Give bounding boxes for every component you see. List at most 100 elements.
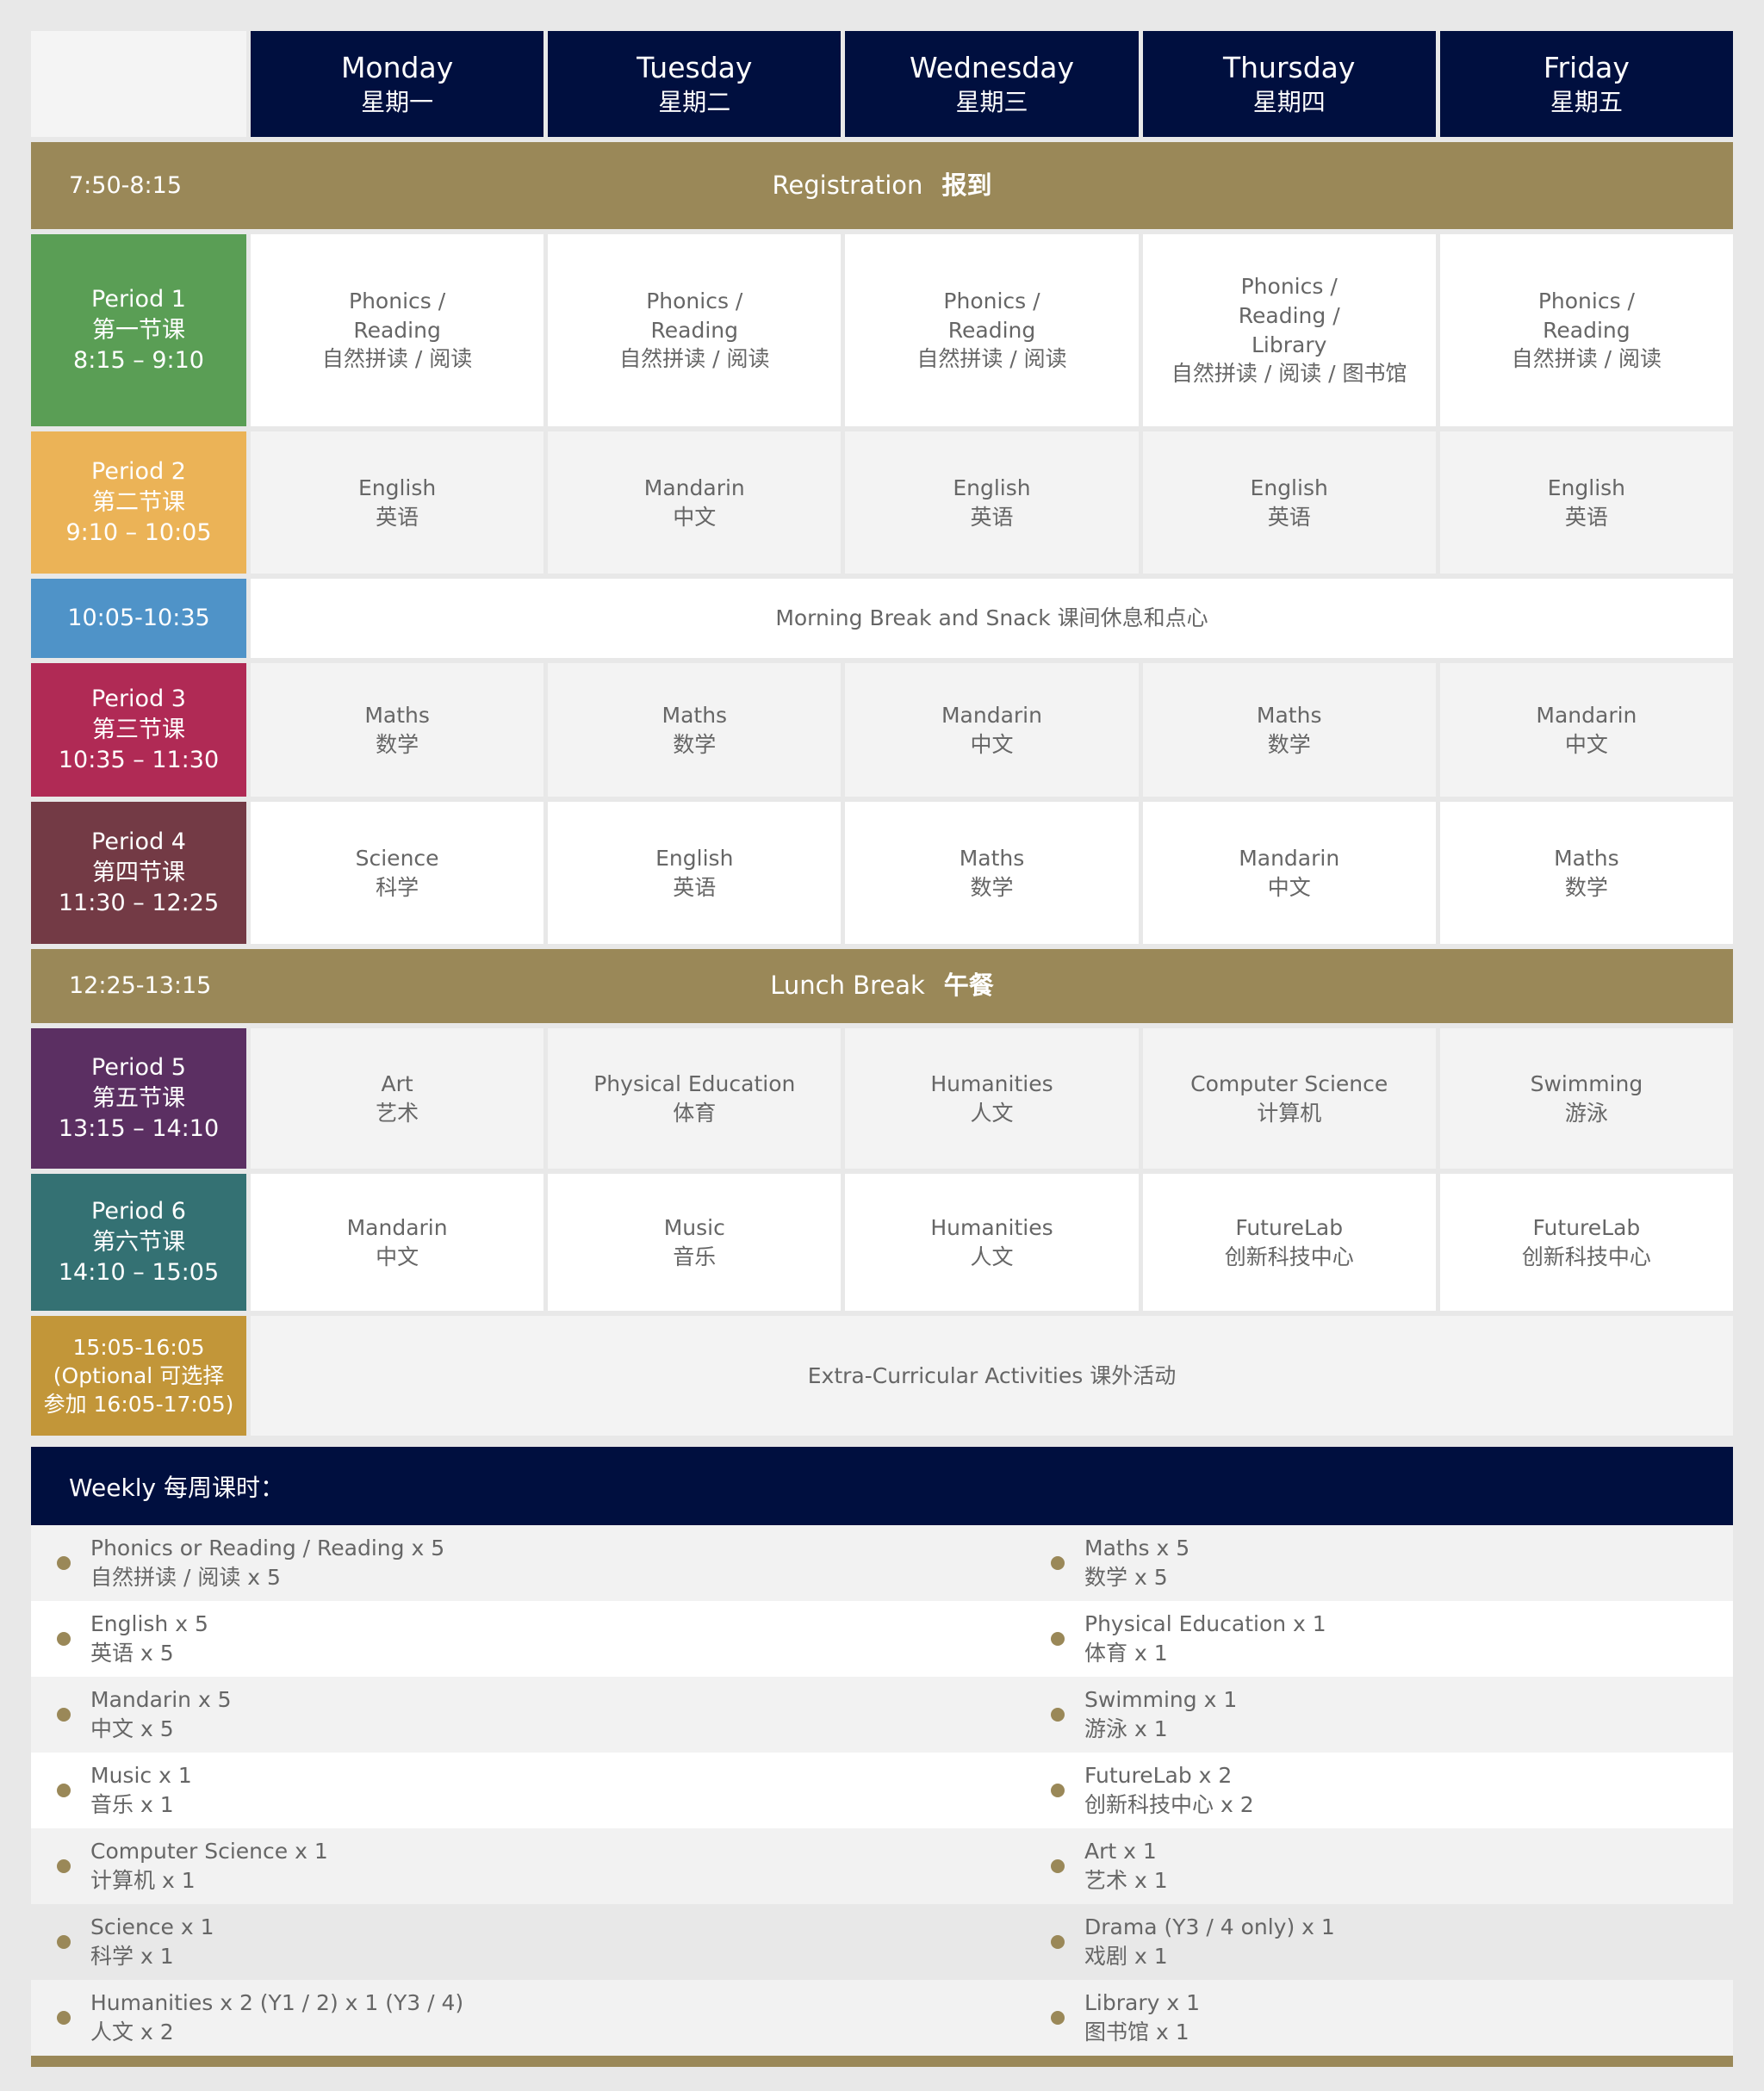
weekly-item-en: Science x 1 — [90, 1914, 214, 1940]
lesson-text: Reading — [947, 317, 1036, 343]
lesson-cell: Humanities 人文 — [845, 1028, 1139, 1169]
lunch-row: 12:25-13:15 Lunch Break 午餐 — [31, 949, 1733, 1023]
day-name: Monday — [340, 50, 454, 84]
lesson-cell: Humanities 人文 — [845, 1174, 1139, 1311]
lesson-cell: Art 艺术 — [251, 1028, 544, 1169]
weekly-item: English x 5 英语 x 5 — [31, 1601, 1037, 1677]
eca-line3: 参加 16:05-17:05) — [43, 1392, 234, 1417]
lesson-text: 英语 — [1564, 504, 1608, 530]
weekly-item-zh: 戏剧 x 1 — [1084, 1944, 1168, 1969]
lesson-text: 体育 — [673, 1100, 717, 1126]
bullet-icon — [57, 1784, 71, 1797]
day-name: Wednesday — [909, 50, 1075, 84]
day-name: Friday — [1543, 50, 1630, 84]
registration-label: Registration 报到 — [773, 169, 992, 202]
bullet-icon — [57, 1632, 71, 1646]
period-name: Period 1 — [91, 286, 186, 313]
period-label: Period 5 第五节课 13:15 – 14:10 — [31, 1028, 246, 1169]
lesson-text: Maths — [1256, 702, 1322, 728]
corner-cell — [31, 31, 246, 137]
weekly-item-en: Drama (Y3 / 4 only) x 1 — [1084, 1914, 1335, 1940]
bullet-icon — [1051, 1632, 1065, 1646]
weekly-row: Phonics or Reading / Reading x 5 自然拼读 / 阅… — [31, 1525, 1733, 1601]
weekly-item-zh: 体育 x 1 — [1084, 1641, 1168, 1666]
lesson-text: 人文 — [970, 1100, 1014, 1126]
lesson-text: English — [953, 475, 1031, 500]
period-name: Period 6 — [91, 1198, 186, 1225]
lesson-text: 艺术 — [376, 1100, 419, 1126]
weekly-item-text: Science x 1 科学 x 1 — [90, 1913, 214, 1971]
lunch-label: Lunch Break 午餐 — [770, 969, 994, 1002]
lesson-text: Phonics / — [349, 288, 446, 313]
day-name-zh: 星期五 — [1550, 87, 1623, 116]
lesson-cell: Music 音乐 — [548, 1174, 842, 1311]
lesson-text: 自然拼读 / 阅读 / 图书馆 — [1171, 361, 1407, 387]
period-label: Period 4 第四节课 11:30 – 12:25 — [31, 802, 246, 944]
lunch-zh: 午餐 — [943, 971, 994, 1001]
lesson-text: Humanities — [930, 1214, 1053, 1240]
lesson-text: Phonics / — [1537, 288, 1635, 313]
period-label: Period 3 第三节课 10:35 – 11:30 — [31, 663, 246, 797]
lesson-text: Reading — [650, 317, 739, 343]
lesson-text: 英语 — [376, 504, 419, 530]
lesson-text: 游泳 — [1564, 1100, 1608, 1126]
lesson-text: 自然拼读 / 阅读 — [619, 346, 770, 372]
lesson-text: Maths — [959, 845, 1025, 871]
lesson-text: Music — [663, 1214, 725, 1240]
weekly-row: Science x 1 科学 x 1 Drama (Y3 / 4 only) x 1… — [31, 1904, 1733, 1980]
period-label: Period 1 第一节课 8:15 – 9:10 — [31, 234, 246, 426]
weekly-item: Swimming x 1 游泳 x 1 — [1037, 1677, 1733, 1753]
lesson-text: Maths — [364, 702, 430, 728]
period-time: 13:15 – 14:10 — [58, 1115, 220, 1143]
lesson-text: 中文 — [1267, 874, 1311, 900]
lesson-text: 自然拼读 / 阅读 — [321, 346, 473, 372]
lesson-cell: Physical Education 体育 — [548, 1028, 842, 1169]
weekly-item-text: Physical Education x 1 体育 x 1 — [1084, 1610, 1326, 1668]
weekly-item-zh: 图书馆 x 1 — [1084, 2020, 1189, 2044]
lesson-text: English — [655, 845, 734, 871]
day-header-tuesday: Tuesday 星期二 — [548, 31, 842, 137]
weekly-item-zh: 人文 x 2 — [90, 2020, 174, 2044]
period-name: Period 4 — [91, 828, 186, 856]
weekly-item-en: Mandarin x 5 — [90, 1687, 232, 1713]
break-time: 10:05-10:35 — [31, 579, 246, 658]
lesson-text: Reading — [1543, 317, 1630, 343]
lesson-cell: Maths 数学 — [845, 802, 1139, 944]
day-name-zh: 星期二 — [658, 87, 731, 116]
lesson-text: 创新科技中心 — [1521, 1244, 1651, 1269]
weekly-item-text: Computer Science x 1 计算机 x 1 — [90, 1837, 328, 1896]
weekly-row: Humanities x 2 (Y1 / 2) x 1 (Y3 / 4) 人文 x… — [31, 1980, 1733, 2056]
weekly-item-text: FutureLab x 2 创新科技中心 x 2 — [1084, 1761, 1254, 1820]
lesson-text: 英语 — [673, 874, 717, 900]
lesson-cell: FutureLab 创新科技中心 — [1142, 1174, 1436, 1311]
lesson-cell: Mandarin 中文 — [251, 1174, 544, 1311]
lesson-text: Phonics / — [1240, 274, 1338, 299]
weekly-item-text: Swimming x 1 游泳 x 1 — [1084, 1685, 1237, 1744]
day-header-monday: Monday 星期一 — [251, 31, 544, 137]
lesson-cell: English 英语 — [251, 431, 544, 574]
day-header-wednesday: Wednesday 星期三 — [845, 31, 1139, 137]
weekly-item-en: Phonics or Reading / Reading x 5 — [90, 1536, 445, 1561]
period-time: 10:35 – 11:30 — [58, 747, 220, 774]
eca-time: 15:05-16:05 (Optional 可选择 参加 16:05-17:05) — [31, 1316, 246, 1436]
lesson-text: 人文 — [970, 1244, 1014, 1269]
lesson-text: Maths — [662, 702, 728, 728]
lesson-cell: Mandarin 中文 — [1142, 802, 1436, 944]
lesson-text: 数学 — [673, 731, 717, 757]
weekly-item-en: Computer Science x 1 — [90, 1839, 328, 1865]
eca-time: 15:05-16:05 — [72, 1335, 205, 1360]
lesson-cell: Computer Science 计算机 — [1142, 1028, 1436, 1169]
lesson-cell: Science 科学 — [251, 802, 544, 944]
lesson-text: 英语 — [1267, 504, 1311, 530]
lunch-time: 12:25-13:15 — [69, 971, 212, 999]
weekly-item-text: Music x 1 音乐 x 1 — [90, 1761, 192, 1820]
weekly-item-text: Library x 1 图书馆 x 1 — [1084, 1989, 1200, 2047]
lesson-text: English — [357, 475, 437, 500]
lesson-text: Humanities — [930, 1070, 1053, 1096]
break-label: Morning Break and Snack 课间休息和点心 — [251, 579, 1733, 658]
weekly-item: Library x 1 图书馆 x 1 — [1037, 1980, 1733, 2056]
weekly-item: Drama (Y3 / 4 only) x 1 戏剧 x 1 — [1037, 1904, 1733, 1980]
lesson-text: FutureLab — [1235, 1214, 1344, 1240]
weekly-item: Phonics or Reading / Reading x 5 自然拼读 / 阅… — [31, 1525, 1037, 1601]
period-zh: 第二节课 — [92, 488, 185, 516]
